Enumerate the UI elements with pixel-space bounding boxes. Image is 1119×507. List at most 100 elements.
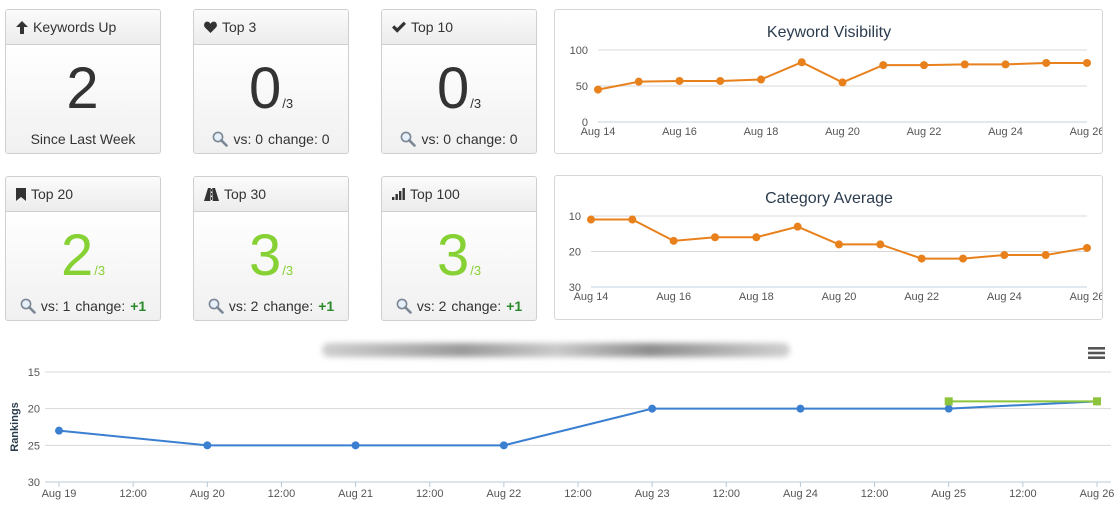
x-tick-label: Aug 23 [635,488,670,500]
data-point [944,397,953,406]
card-value-number: 0 [436,56,470,121]
kpi-card-top-3: Top 3 0/3 vs: 0 change: 0 [193,9,349,154]
x-tick-label: Aug 20 [822,291,857,303]
y-tick-label: 30 [569,282,581,294]
card-value-denominator: /3 [282,263,294,278]
card-change: change: [75,298,126,314]
data-point [796,404,805,413]
blurred-keyword-title [322,343,790,357]
card-change: change: [263,298,314,314]
x-tick-label: Aug 22 [904,291,939,303]
data-point [920,61,928,70]
x-tick-label: Aug 19 [42,488,77,500]
data-point [351,441,360,450]
kpi-card-top-10: Top 10 0/3 vs: 0 change: 0 [381,9,537,154]
data-point [917,254,926,263]
card-footer-text: Since Last Week [30,131,136,147]
data-point [669,236,678,245]
card-title: Keywords Up [33,19,117,35]
data-point [711,233,719,242]
data-point [499,441,508,450]
x-tick-label: Aug 26 [1080,488,1115,500]
x-tick-label: Aug 18 [739,291,774,303]
data-point [757,75,765,84]
y-tick-label: 0 [582,117,588,129]
arrow-up-icon [16,20,28,34]
x-tick-label: Aug 22 [486,488,521,500]
chart-title: Keyword Visibility [767,24,891,41]
card-change: change: 0 [456,131,518,147]
card-header: Top 3 [194,10,348,45]
keyword-visibility-panel: Keyword Visibility 100 50 0 Aug 14 Aug 16 Aug … [554,9,1105,154]
card-value-number: 3 [436,223,470,288]
data-point [203,441,212,450]
data-point [634,77,643,86]
card-body: 3/3 vs: 2 change: +1 [194,212,348,320]
data-point [1000,251,1009,260]
card-footer: vs: 0 change: 0 [194,131,348,147]
x-tick-label: Aug 24 [783,488,818,500]
card-body: 0/3 vs: 0 change: 0 [382,45,536,153]
hamburger-icon [1088,346,1105,365]
data-point [960,60,969,69]
y-tick-label: 20 [569,247,581,259]
kpi-card-top-100: Top 100 3/3 vs: 2 change: +1 [381,176,537,321]
card-title: Top 3 [222,19,257,35]
x-tick-label: Aug 25 [931,488,966,500]
data-point [793,222,802,231]
x-tick-label: Aug 16 [662,126,697,138]
card-value: 3/3 [194,224,348,303]
x-tick-label: Aug 26 [1070,291,1102,303]
chart-menu-button[interactable] [1088,346,1105,360]
x-tick-label: Aug 16 [656,291,691,303]
x-tick-label: 12:00 [564,488,592,500]
card-vs: vs: 2 [416,298,447,314]
magnifier-icon [400,131,417,147]
x-tick-label: Aug 26 [1070,126,1102,138]
card-change: change: [451,298,502,314]
card-value-denominator: /3 [470,263,482,278]
magnifier-icon [396,298,412,314]
data-point [879,61,888,70]
card-change: change: 0 [268,131,330,147]
data-point [959,254,967,263]
kpi-card-keywords-up: Keywords Up 2 Since Last Week [5,9,161,154]
card-footer: vs: 2 change: +1 [194,298,348,314]
card-change-plus: +1 [130,298,147,314]
data-point [1042,58,1051,67]
magnifier-icon [212,131,229,147]
card-body: 2/3 vs: 1 change: +1 [6,212,160,320]
y-axis-label: Rankings [9,402,21,452]
card-vs: vs: 0 [233,131,264,147]
card-vs: vs: 2 [228,298,259,314]
x-tick-label: Aug 22 [907,126,942,138]
card-header: Top 20 [6,177,160,212]
chart-title: Category Average [765,190,893,207]
y-tick-label: 30 [28,477,40,489]
x-tick-label: Aug 14 [574,291,609,303]
x-tick-label: Aug 24 [988,126,1023,138]
x-tick-label: Aug 24 [987,291,1022,303]
data-point [1083,58,1091,67]
x-tick-label: Aug 18 [744,126,779,138]
data-point [648,404,657,413]
y-tick-label: 100 [570,45,588,57]
x-tick-label: 12:00 [861,488,889,500]
rankings-chart: 15 20 25 30 Rankings Aug 19 12:00 Aug 20 12:00 Au… [9,367,1115,500]
card-body: 0/3 vs: 0 change: 0 [194,45,348,153]
magnifier-icon [20,298,36,314]
card-value-denominator: /3 [282,96,294,111]
data-point [838,78,847,87]
data-point [752,233,761,242]
y-tick-label: 10 [569,211,581,223]
data-point [835,240,843,249]
kpi-card-top-20: Top 20 2/3 vs: 1 change: +1 [5,176,161,321]
data-point [1001,60,1010,69]
x-tick-label: 12:00 [119,488,147,500]
card-value-denominator: /3 [94,263,106,278]
x-tick-label: 12:00 [1009,488,1037,500]
road-icon [204,187,219,201]
card-header: Top 10 [382,10,536,45]
data-point [876,240,885,249]
